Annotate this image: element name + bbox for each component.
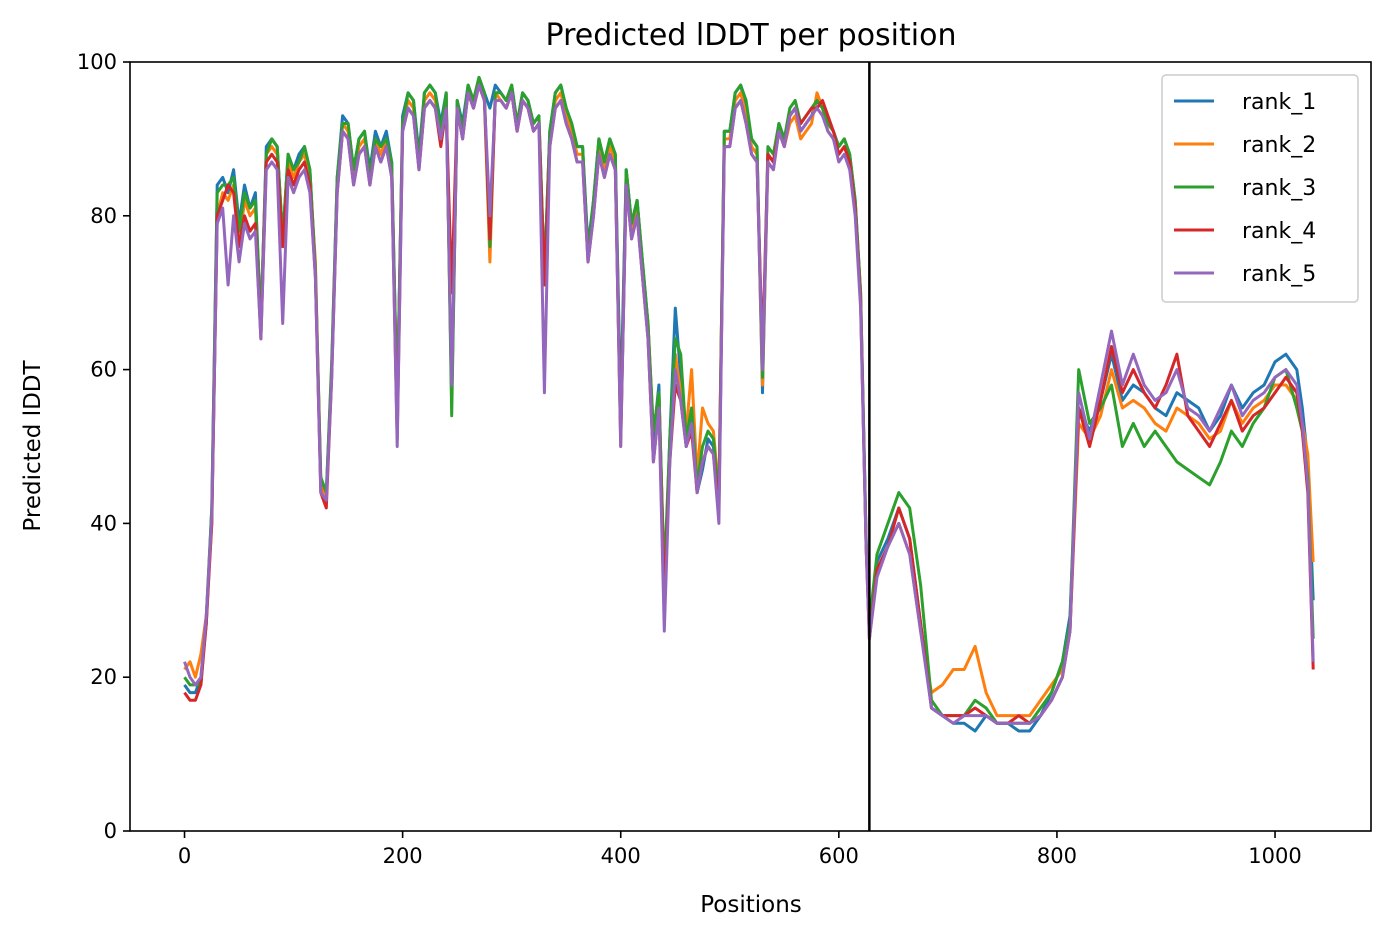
legend: rank_1 rank_2 rank_3 rank_4 rank_5 — [1161, 74, 1359, 303]
legend-label-rank_3: rank_3 — [1242, 176, 1316, 201]
legend-label-rank_4: rank_4 — [1242, 219, 1316, 244]
y-tick-label: 60 — [90, 358, 117, 382]
series-line-rank_5 — [183, 83, 1315, 725]
x-tick-label: 600 — [819, 844, 859, 868]
y-tick-label: 80 — [90, 204, 117, 228]
x-tick-label: 0 — [178, 844, 191, 868]
y-tick-label: 0 — [104, 819, 117, 843]
legend-label-rank_2: rank_2 — [1242, 133, 1316, 158]
x-tick-label: 400 — [601, 844, 641, 868]
y-tick-label: 40 — [90, 511, 117, 535]
y-axis-label: Predicted lDDT — [20, 359, 46, 531]
x-tick-label: 1000 — [1248, 844, 1301, 868]
legend-label-rank_1: rank_1 — [1242, 90, 1316, 115]
x-tick-label: 800 — [1037, 844, 1077, 868]
y-tick-label: 100 — [77, 50, 117, 74]
plot-frame — [129, 61, 1372, 832]
plot-area: 0 200 400 600 800 1000 0 20 40 60 80 100 — [77, 50, 1372, 868]
y-tick-label: 20 — [90, 665, 117, 689]
x-axis-label: Positions — [700, 892, 802, 918]
legend-box — [1161, 74, 1359, 303]
legend-label-rank_5: rank_5 — [1242, 262, 1316, 287]
chart-title: Predicted lDDT per position — [546, 18, 957, 53]
x-tick-label: 200 — [383, 844, 423, 868]
